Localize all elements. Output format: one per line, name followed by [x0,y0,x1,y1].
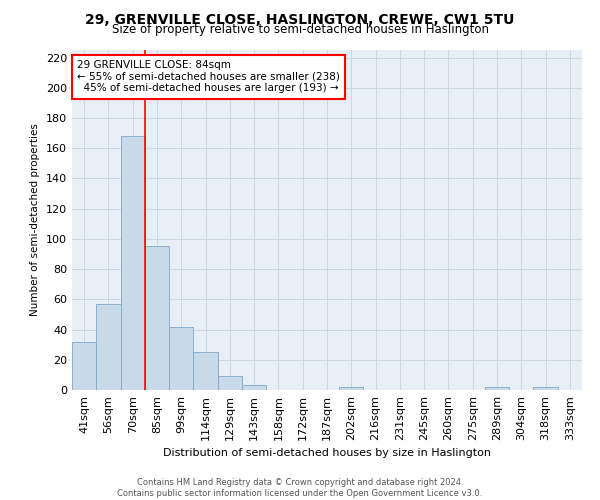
Bar [169,326,193,390]
X-axis label: Distribution of semi-detached houses by size in Haslington: Distribution of semi-detached houses by … [163,448,491,458]
Bar [145,246,169,390]
Text: 29, GRENVILLE CLOSE, HASLINGTON, CREWE, CW1 5TU: 29, GRENVILLE CLOSE, HASLINGTON, CREWE, … [85,12,515,26]
Y-axis label: Number of semi-detached properties: Number of semi-detached properties [31,124,40,316]
Text: Size of property relative to semi-detached houses in Haslington: Size of property relative to semi-detach… [112,22,488,36]
Bar [96,304,121,390]
Bar [485,387,509,390]
Text: Contains HM Land Registry data © Crown copyright and database right 2024.
Contai: Contains HM Land Registry data © Crown c… [118,478,482,498]
Bar [72,342,96,390]
Bar [339,387,364,390]
Bar [218,376,242,390]
Bar [242,386,266,390]
Bar [121,136,145,390]
Text: 29 GRENVILLE CLOSE: 84sqm
← 55% of semi-detached houses are smaller (238)
  45% : 29 GRENVILLE CLOSE: 84sqm ← 55% of semi-… [77,60,340,94]
Bar [533,387,558,390]
Bar [193,352,218,390]
